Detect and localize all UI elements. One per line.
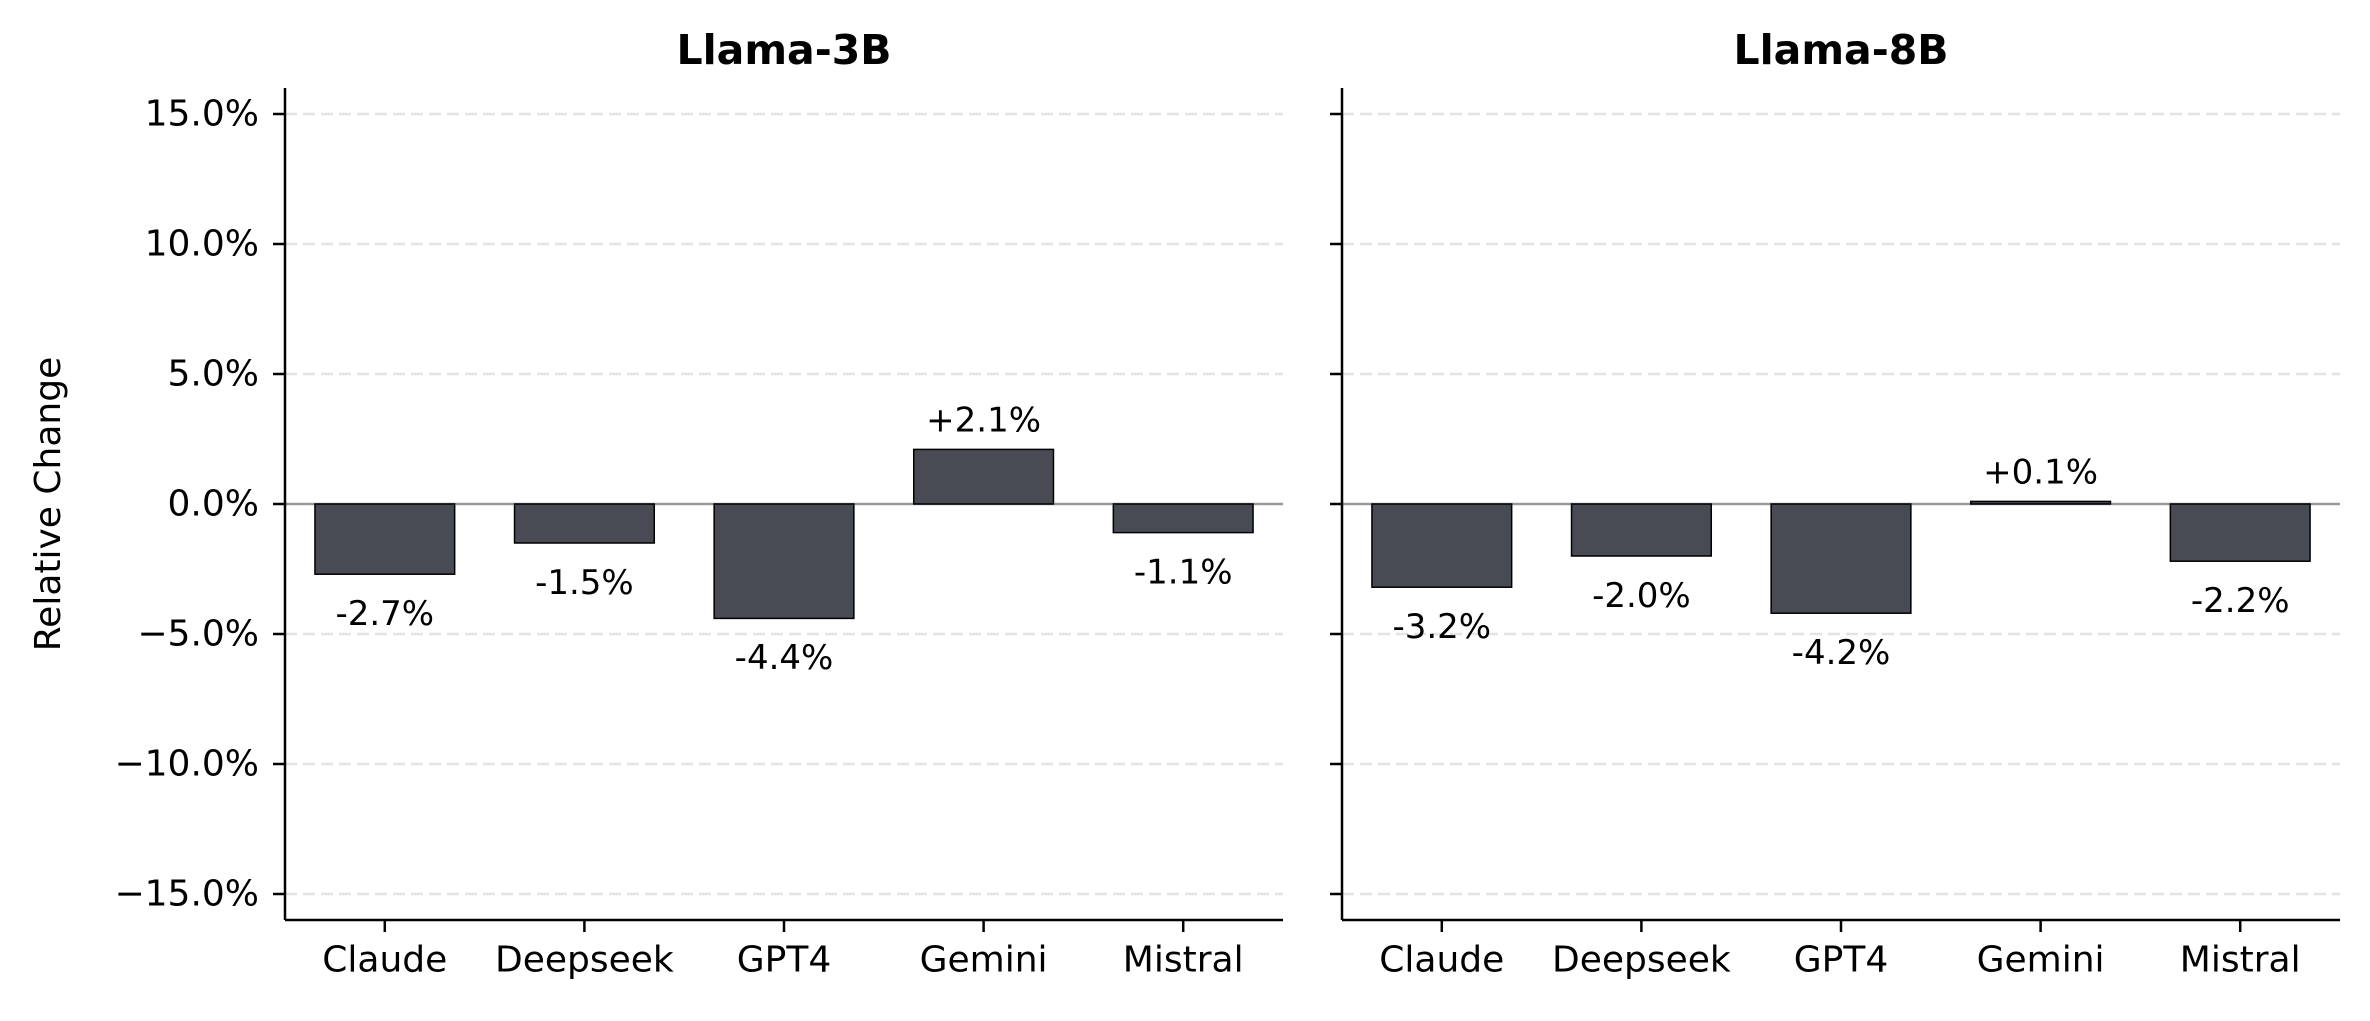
- x-tick-label-claude: Claude: [322, 940, 447, 981]
- data-label: -3.2%: [1392, 607, 1491, 647]
- bar-gpt4: [713, 503, 855, 620]
- data-label: -4.4%: [735, 638, 834, 678]
- bar-mistral: [1112, 503, 1254, 534]
- x-tick-label-mistral: Mistral: [1123, 940, 1244, 981]
- data-label: -2.0%: [1592, 576, 1691, 616]
- x-tick-label-claude: Claude: [1379, 940, 1504, 981]
- data-label: -2.7%: [335, 594, 434, 634]
- y-tick-label: 10.0%: [145, 224, 259, 265]
- bar-mistral: [2169, 503, 2311, 562]
- panel-title: Llama-3B: [676, 26, 891, 74]
- bar-claude: [1371, 503, 1513, 588]
- bar-deepseek: [1570, 503, 1713, 557]
- data-label: -2.2%: [2191, 581, 2290, 621]
- bar-claude: [314, 503, 456, 575]
- y-tick-label: −10.0%: [114, 744, 259, 785]
- data-label: -4.2%: [1792, 633, 1891, 673]
- bar-gpt4: [1770, 503, 1912, 614]
- chart-panel-1: -2.7% -1.5% -4.4% +2.1% -1.1% 15.0% 10.0% 5.0% 0…: [28, 26, 1283, 981]
- x-tick-label-gpt4: GPT4: [1794, 940, 1889, 981]
- x-tick-label-deepseek: Deepseek: [495, 940, 674, 981]
- bar-deepseek: [513, 503, 656, 544]
- y-tick-label: 15.0%: [145, 94, 259, 135]
- y-tick-label: −5.0%: [137, 614, 259, 655]
- x-tick-label-gemini: Gemini: [920, 940, 1048, 981]
- bar-gemini: [1969, 500, 2112, 505]
- bar-gemini: [912, 448, 1055, 505]
- data-label: +0.1%: [1983, 452, 2098, 492]
- y-tick-label: −15.0%: [114, 874, 259, 915]
- chart-panel-2: -3.2% -2.0% -4.2% +0.1% -2.2% Claude Deepseek G…: [1330, 26, 2340, 981]
- data-label: -1.5%: [535, 563, 634, 603]
- x-tick-label-gemini: Gemini: [1977, 940, 2105, 981]
- x-tick-label-gpt4: GPT4: [737, 940, 832, 981]
- data-label: -1.1%: [1134, 552, 1233, 592]
- y-tick-label: 0.0%: [168, 484, 259, 525]
- y-tick-label: 5.0%: [168, 354, 259, 395]
- x-tick-label-mistral: Mistral: [2180, 940, 2301, 981]
- x-tick-label-deepseek: Deepseek: [1552, 940, 1731, 981]
- data-label: +2.1%: [926, 400, 1041, 440]
- panel-title: Llama-8B: [1733, 26, 1948, 74]
- y-axis-label: Relative Change: [28, 357, 69, 651]
